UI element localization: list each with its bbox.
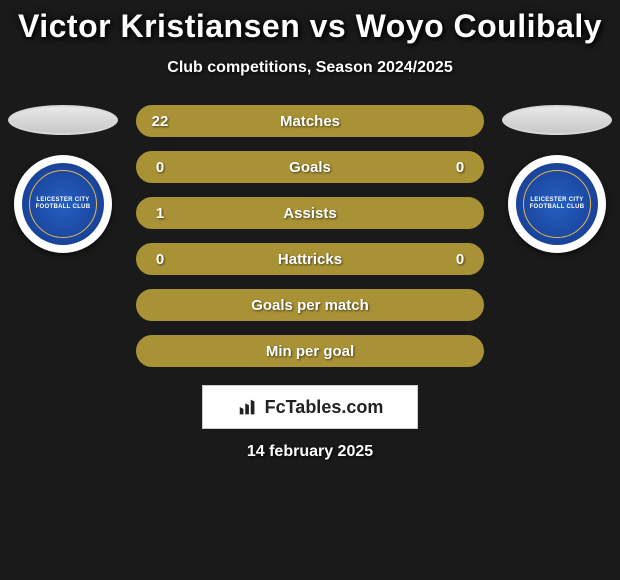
main-row: LEICESTER CITY FOOTBALL CLUB 22 Matches … — [0, 105, 620, 367]
left-player-column: LEICESTER CITY FOOTBALL CLUB — [8, 105, 118, 253]
stat-left-value: 0 — [138, 251, 182, 268]
stat-right-value: 0 — [438, 251, 482, 268]
stat-row-hattricks: 0 Hattricks 0 — [136, 243, 484, 275]
stat-row-matches: 22 Matches — [136, 105, 484, 137]
stat-label: Goals — [182, 159, 438, 176]
stat-left-value: 22 — [138, 113, 182, 130]
left-player-pill — [8, 105, 118, 135]
right-player-pill — [502, 105, 612, 135]
page-title: Victor Kristiansen vs Woyo Coulibaly — [0, 0, 620, 45]
comparison-card: Victor Kristiansen vs Woyo Coulibaly Clu… — [0, 0, 620, 461]
leicester-badge-icon: LEICESTER CITY FOOTBALL CLUB — [516, 163, 598, 245]
stat-label: Hattricks — [182, 251, 438, 268]
leicester-badge-icon: LEICESTER CITY FOOTBALL CLUB — [22, 163, 104, 245]
fctables-link[interactable]: FcTables.com — [202, 385, 418, 429]
season-subtitle: Club competitions, Season 2024/2025 — [0, 59, 620, 77]
stat-label: Min per goal — [182, 343, 438, 360]
stat-row-goals: 0 Goals 0 — [136, 151, 484, 183]
right-player-column: LEICESTER CITY FOOTBALL CLUB — [502, 105, 612, 253]
fctables-logo-icon — [237, 396, 259, 418]
left-badge-text: LEICESTER CITY FOOTBALL CLUB — [22, 197, 104, 211]
stat-row-min-per-goal: Min per goal — [136, 335, 484, 367]
stat-label: Assists — [182, 205, 438, 222]
right-badge-text: LEICESTER CITY FOOTBALL CLUB — [516, 197, 598, 211]
comparison-date: 14 february 2025 — [0, 443, 620, 461]
stats-column: 22 Matches 0 Goals 0 1 Assists 0 Hattric… — [136, 105, 484, 367]
left-club-badge: LEICESTER CITY FOOTBALL CLUB — [14, 155, 112, 253]
fctables-text: FcTables.com — [265, 397, 384, 418]
right-club-badge: LEICESTER CITY FOOTBALL CLUB — [508, 155, 606, 253]
stat-left-value: 0 — [138, 159, 182, 176]
stat-label: Goals per match — [182, 297, 438, 314]
stat-label: Matches — [182, 113, 438, 130]
stat-row-goals-per-match: Goals per match — [136, 289, 484, 321]
stat-row-assists: 1 Assists — [136, 197, 484, 229]
stat-left-value: 1 — [138, 205, 182, 222]
stat-right-value: 0 — [438, 159, 482, 176]
